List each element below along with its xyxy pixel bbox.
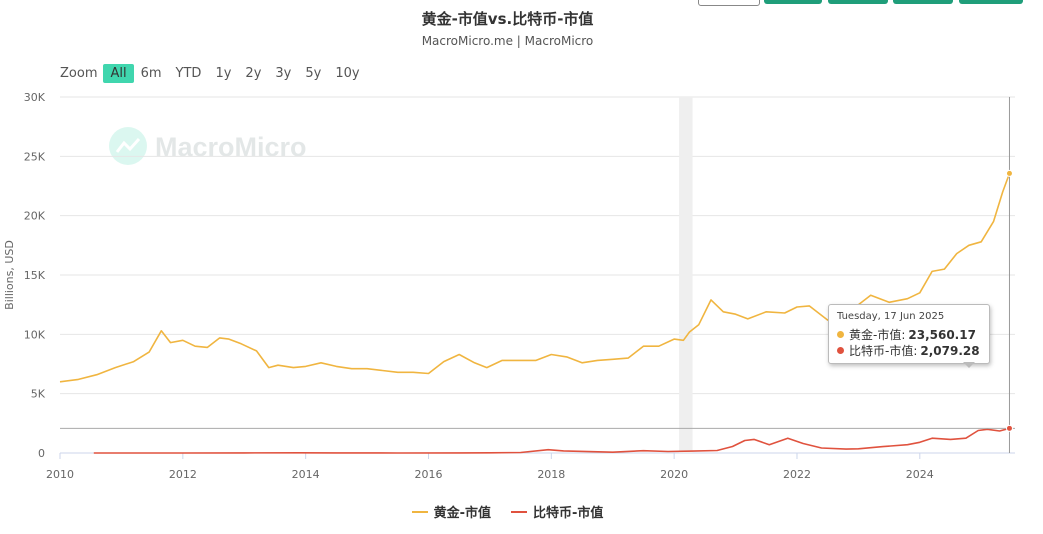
- zoom-button-10y[interactable]: 10y: [335, 65, 360, 81]
- x-tick-label: 2018: [537, 468, 565, 481]
- zoom-bar: Zoom All 6m YTD 1y 2y 3y 5y 10y: [60, 62, 367, 84]
- y-tick-label: 5K: [31, 388, 46, 401]
- legend-gold-swatch: [411, 510, 428, 513]
- action-button-2[interactable]: [828, 0, 888, 4]
- tooltip: Tuesday, 17 Jun 2025 黄金-市值: 23,560.17 比特…: [828, 304, 990, 364]
- tooltip-gold-value: 23,560.17: [908, 327, 976, 342]
- action-button-1[interactable]: [764, 0, 822, 4]
- zoom-button-2y[interactable]: 2y: [245, 65, 262, 81]
- legend-gold-label: 黄金-市值: [433, 506, 491, 521]
- tooltip-gold-label: 黄金-市值:: [849, 328, 906, 342]
- x-tick-label: 2016: [414, 468, 442, 481]
- zoom-label: Zoom: [60, 65, 98, 81]
- zoom-button-6m[interactable]: 6m: [140, 65, 162, 81]
- y-tick-label: 25K: [24, 150, 46, 163]
- legend-btc-swatch: [511, 510, 527, 513]
- btc-hover-marker: [1005, 424, 1013, 432]
- zoom-button-5y[interactable]: 5y: [305, 65, 322, 81]
- btc-dot-icon: [837, 347, 844, 354]
- crosshair: [60, 97, 1015, 453]
- legend: 黄金-市值 比特币-市值: [0, 502, 1015, 521]
- x-tick-label: 2020: [660, 468, 688, 481]
- recession-band: [679, 97, 693, 453]
- tooltip-pointer: [963, 362, 975, 368]
- action-button-4[interactable]: [959, 0, 1023, 4]
- watermark-text: MacroMicro: [155, 132, 307, 162]
- y-axis-title: Billions, USD: [3, 240, 16, 310]
- y-tick-label: 0: [38, 447, 45, 460]
- tooltip-row-btc: 比特币-市值: 2,079.28: [837, 342, 980, 359]
- x-tick-label: 2014: [292, 468, 320, 481]
- tooltip-date: Tuesday, 17 Jun 2025: [837, 311, 945, 322]
- zoom-button-all[interactable]: All: [103, 63, 134, 83]
- watermark-logo-icon: [109, 127, 147, 165]
- macromicro-watermark: MacroMicro: [109, 127, 307, 165]
- y-tick-label: 30K: [24, 91, 46, 104]
- shaded-region: [679, 97, 693, 453]
- zoom-button-ytd[interactable]: YTD: [175, 65, 202, 81]
- gold-dot-icon: [837, 331, 844, 338]
- chart-subtitle: MacroMicro.me | MacroMicro: [421, 34, 594, 48]
- y-tick-label: 20K: [24, 210, 46, 223]
- series-group: [59, 173, 1011, 454]
- watermark-logo-mark: [115, 137, 141, 153]
- x-tick-label: 2012: [169, 468, 197, 481]
- x-tick-label: 2022: [783, 468, 811, 481]
- x-tick-label: 2024: [906, 468, 934, 481]
- grid-lines: [60, 96, 1015, 454]
- gold-series-line: [59, 173, 1011, 383]
- y-axis: 0 5K 10K 15K 20K 25K 30K: [24, 91, 46, 460]
- gold-hover-marker: [1005, 169, 1013, 177]
- legend-item-gold[interactable]: 黄金-市值: [411, 502, 491, 521]
- zoom-button-3y[interactable]: 3y: [275, 65, 292, 81]
- chart-title: 黄金-市值vs.比特币-市值: [421, 10, 594, 28]
- legend-item-btc[interactable]: 比特币-市值: [511, 502, 603, 521]
- x-axis: 2010 2012 2014 2016 2018 2020 2022 2024: [46, 453, 934, 481]
- tooltip-row-gold: 黄金-市值: 23,560.17: [837, 326, 976, 343]
- tooltip-btc-value: 2,079.28: [920, 343, 980, 358]
- legend-btc-label: 比特币-市值: [533, 506, 604, 521]
- btc-series-line: [93, 427, 1010, 454]
- zoom-button-1y[interactable]: 1y: [215, 65, 232, 81]
- tooltip-btc-label: 比特币-市值:: [849, 344, 918, 358]
- x-tick-label: 2010: [46, 468, 74, 481]
- y-tick-label: 15K: [24, 269, 46, 282]
- action-button-3[interactable]: [893, 0, 953, 4]
- y-tick-label: 10K: [24, 328, 46, 341]
- menu-button[interactable]: [698, 0, 760, 6]
